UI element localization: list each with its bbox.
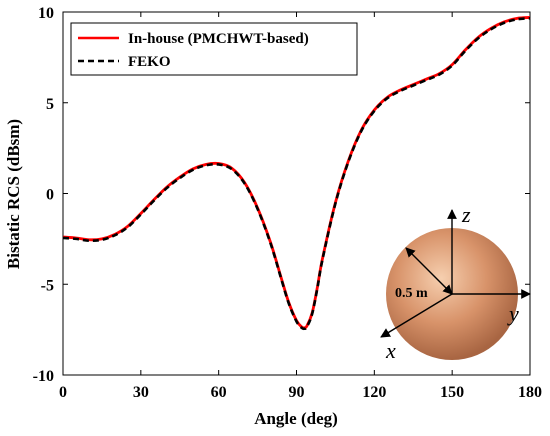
x-tick-label: 120 bbox=[362, 384, 386, 401]
legend: In-house (PMCHWT-based) FEKO bbox=[70, 22, 358, 76]
series-layer bbox=[62, 16, 531, 331]
x-tick-label: 0 bbox=[59, 384, 67, 401]
y-tick-label: -10 bbox=[33, 368, 54, 385]
inset-sphere-diagram: 0.5 m z y x bbox=[380, 202, 531, 363]
y-axis-label: y bbox=[507, 301, 519, 326]
x-tick-label: 150 bbox=[440, 384, 464, 401]
z-axis-label: z bbox=[461, 202, 471, 227]
x-axis-title: Angle (deg) bbox=[254, 409, 338, 428]
x-tick-label: 90 bbox=[289, 384, 305, 401]
legend-label-inhouse: In-house (PMCHWT-based) bbox=[128, 31, 309, 47]
x-axis-label: x bbox=[385, 338, 396, 363]
y-tick-label: 5 bbox=[46, 96, 54, 113]
x-tick-label: 30 bbox=[133, 384, 149, 401]
legend-box bbox=[70, 22, 358, 76]
y-tick-label: 10 bbox=[38, 5, 54, 22]
radius-label: 0.5 m bbox=[395, 286, 428, 301]
radius-arrow bbox=[405, 247, 453, 295]
y-axis-title: Bistatic RCS (dBsm) bbox=[4, 119, 23, 269]
y-tick-label: -5 bbox=[41, 277, 54, 294]
x-axis-arrow bbox=[380, 293, 453, 338]
tick-marks bbox=[62, 11, 531, 376]
y-tick-labels: -10 -5 0 5 10 bbox=[33, 5, 54, 385]
x-tick-label: 180 bbox=[518, 384, 542, 401]
legend-label-feko: FEKO bbox=[128, 54, 171, 70]
y-tick-label: 0 bbox=[46, 187, 54, 204]
series-line-feko bbox=[62, 17, 531, 331]
x-tick-labels: 0 30 60 90 120 150 180 bbox=[59, 384, 542, 401]
x-tick-label: 60 bbox=[211, 384, 227, 401]
